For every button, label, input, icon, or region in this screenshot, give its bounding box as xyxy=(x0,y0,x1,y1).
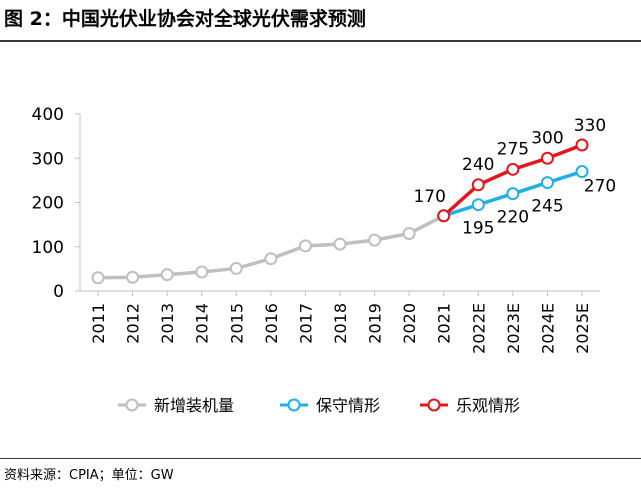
x-tick-label: 2018 xyxy=(331,303,350,344)
y-tick-label: 100 xyxy=(32,238,64,258)
source-note: 资料来源：CPIA；单位：GW xyxy=(4,468,174,483)
data-label-optimistic: 240 xyxy=(462,155,494,175)
data-label-conservative: 245 xyxy=(531,197,563,217)
data-label-conservative: 195 xyxy=(462,219,494,239)
legend-item-conservative: 保守情形 xyxy=(280,396,380,415)
x-tick-label: 2021 xyxy=(435,303,454,344)
data-point-new_installed xyxy=(402,226,416,240)
chart-legend: 新增装机量 保守情形 乐观情形 xyxy=(118,396,520,415)
x-tick-label: 2024E xyxy=(538,303,557,354)
x-tick-label: 2015 xyxy=(227,303,246,344)
x-tick-label: 2013 xyxy=(158,303,177,344)
data-point-new_installed xyxy=(91,271,105,285)
chart-axes: 0 100 200 300 400 2011 2012 2013 2014 2015 2016 201… xyxy=(32,105,600,354)
data-label-conservative: 270 xyxy=(584,177,616,197)
data-label-optimistic: 330 xyxy=(574,116,606,136)
data-label-optimistic: 275 xyxy=(497,139,529,159)
y-tick-label: 400 xyxy=(32,105,64,125)
legend-label: 新增装机量 xyxy=(154,396,234,415)
source-divider xyxy=(0,458,641,459)
x-tick-label: 2022E xyxy=(469,303,488,354)
data-point-optimistic xyxy=(437,209,451,223)
x-tick-label: 2011 xyxy=(89,303,108,344)
legend-item-new_installed: 新增装机量 xyxy=(118,396,234,415)
x-tick-label: 2012 xyxy=(124,303,143,344)
y-tick-label: 200 xyxy=(32,194,64,214)
data-point-new_installed xyxy=(264,252,278,266)
legend-item-optimistic: 乐观情形 xyxy=(420,396,520,415)
data-point-optimistic xyxy=(506,162,520,176)
x-tick-label: 2014 xyxy=(193,303,212,344)
legend-swatch-marker xyxy=(287,398,301,412)
series-line-new_installed xyxy=(96,214,446,280)
chart-markers xyxy=(91,138,589,285)
title-divider xyxy=(0,40,641,42)
data-label-optimistic: 300 xyxy=(531,128,563,148)
data-point-new_installed xyxy=(368,233,382,247)
figure-title: 图 2：中国光伏业协会对全球光伏需求预测 xyxy=(4,8,366,30)
legend-label: 保守情形 xyxy=(316,396,380,415)
y-tick-label: 300 xyxy=(32,149,64,169)
data-point-new_installed xyxy=(298,239,312,253)
data-point-conservative xyxy=(471,198,485,212)
x-tick-label: 2017 xyxy=(296,303,315,344)
x-tick-label: 2025E xyxy=(573,303,592,354)
data-point-conservative xyxy=(540,176,554,190)
x-tick-label: 2019 xyxy=(366,303,385,344)
legend-swatch-marker xyxy=(125,398,139,412)
y-tick-label: 0 xyxy=(53,282,64,302)
data-point-optimistic xyxy=(575,138,589,152)
legend-label: 乐观情形 xyxy=(456,396,520,415)
data-label-optimistic: 170 xyxy=(413,187,445,207)
data-point-new_installed xyxy=(126,270,140,284)
data-point-new_installed xyxy=(333,237,347,251)
data-point-conservative xyxy=(506,187,520,201)
legend-swatch-marker xyxy=(427,398,441,412)
x-tick-label: 2020 xyxy=(400,303,419,344)
data-point-optimistic xyxy=(471,178,485,192)
data-point-new_installed xyxy=(229,261,243,275)
x-tick-label: 2023E xyxy=(504,303,523,354)
data-label-conservative: 220 xyxy=(497,208,529,228)
x-tick-label: 2016 xyxy=(262,303,281,344)
data-point-conservative xyxy=(575,165,589,179)
data-point-optimistic xyxy=(540,151,554,165)
data-point-new_installed xyxy=(195,265,209,279)
data-point-new_installed xyxy=(160,268,174,282)
